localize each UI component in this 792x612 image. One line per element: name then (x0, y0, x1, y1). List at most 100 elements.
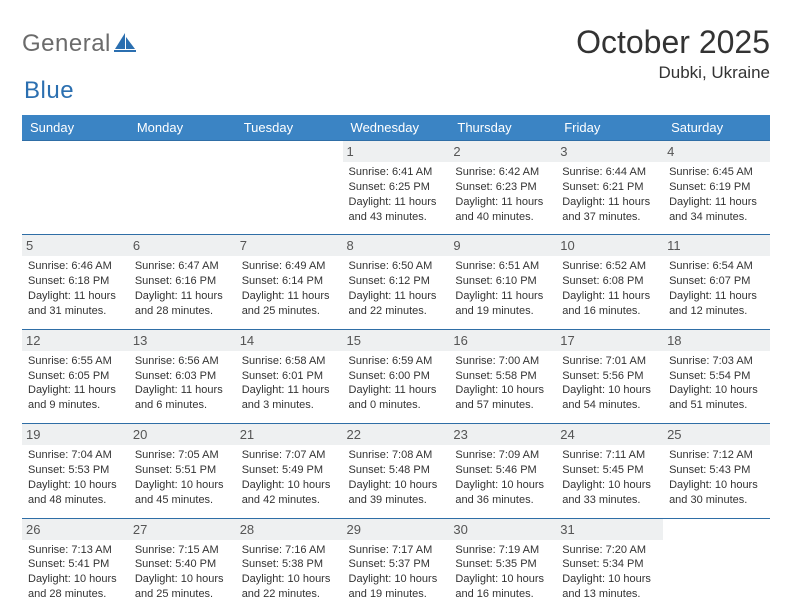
day-cell: 27 Sunrise: 7:15 AMSunset: 5:40 PMDayligh… (129, 518, 236, 612)
day-detail: Sunrise: 6:45 AMSunset: 6:19 PMDaylight:… (669, 165, 764, 224)
logo-text-left: General (22, 30, 111, 58)
day-cell: 29Sunrise: 7:17 AMSunset: 5:37 PMDayligh… (343, 518, 450, 612)
day-cell: 31 Sunrise: 7:20 AMSunset: 5:34 PMDayligh… (556, 518, 663, 612)
day-cell: 10Sunrise: 6:52 AMSunset: 6:08 PMDayligh… (556, 235, 663, 329)
sail-icon (113, 31, 137, 58)
day-cell: 6 Sunrise: 6:47 AMSunset: 6:16 PMDaylight… (129, 235, 236, 329)
logo: General (22, 24, 139, 58)
day-cell (236, 141, 343, 235)
day-detail: Sunrise: 7:11 AMSunset: 5:45 PMDaylight:… (562, 448, 657, 507)
week-row: 19 Sunrise: 7:04 AMSunset: 5:53 PMDayligh… (22, 424, 770, 518)
day-detail: Sunrise: 6:41 AMSunset: 6:25 PMDaylight:… (349, 165, 444, 224)
day-cell (22, 141, 129, 235)
day-header: Friday (556, 115, 663, 141)
day-detail: Sunrise: 6:47 AMSunset: 6:16 PMDaylight:… (135, 259, 230, 318)
day-header: Wednesday (343, 115, 450, 141)
day-cell: 8 Sunrise: 6:50 AMSunset: 6:12 PMDaylight… (343, 235, 450, 329)
day-number: 2 (449, 141, 556, 162)
day-detail: Sunrise: 7:13 AMSunset: 5:41 PMDaylight:… (28, 543, 123, 602)
day-detail: Sunrise: 6:50 AMSunset: 6:12 PMDaylight:… (349, 259, 444, 318)
day-detail: Sunrise: 7:12 AMSunset: 5:43 PMDaylight:… (669, 448, 764, 507)
day-number: 6 (129, 235, 236, 256)
location: Dubki, Ukraine (576, 63, 770, 83)
day-cell: 18 Sunrise: 7:03 AMSunset: 5:54 PMDayligh… (663, 329, 770, 423)
day-cell: 19 Sunrise: 7:04 AMSunset: 5:53 PMDayligh… (22, 424, 129, 518)
day-number: 23 (449, 424, 556, 445)
day-number: 3 (556, 141, 663, 162)
day-detail: Sunrise: 6:58 AMSunset: 6:01 PMDaylight:… (242, 354, 337, 413)
day-header: Sunday (22, 115, 129, 141)
day-cell: 30Sunrise: 7:19 AMSunset: 5:35 PMDayligh… (449, 518, 556, 612)
day-detail: Sunrise: 6:51 AMSunset: 6:10 PMDaylight:… (455, 259, 550, 318)
week-row: 12 Sunrise: 6:55 AMSunset: 6:05 PMDayligh… (22, 329, 770, 423)
calendar-body: 1Sunrise: 6:41 AMSunset: 6:25 PMDaylight… (22, 141, 770, 612)
day-detail: Sunrise: 7:20 AMSunset: 5:34 PMDaylight:… (562, 543, 657, 602)
day-header: Saturday (663, 115, 770, 141)
day-cell: 11 Sunrise: 6:54 AMSunset: 6:07 PMDayligh… (663, 235, 770, 329)
day-detail: Sunrise: 7:03 AMSunset: 5:54 PMDaylight:… (669, 354, 764, 413)
day-number: 17 (556, 330, 663, 351)
day-header: Monday (129, 115, 236, 141)
day-cell: 1Sunrise: 6:41 AMSunset: 6:25 PMDaylight… (343, 141, 450, 235)
day-cell: 25 Sunrise: 7:12 AMSunset: 5:43 PMDayligh… (663, 424, 770, 518)
day-detail: Sunrise: 7:01 AMSunset: 5:56 PMDaylight:… (562, 354, 657, 413)
week-row: 5Sunrise: 6:46 AMSunset: 6:18 PMDaylight… (22, 235, 770, 329)
day-cell: 14Sunrise: 6:58 AMSunset: 6:01 PMDayligh… (236, 329, 343, 423)
day-detail: Sunrise: 6:44 AMSunset: 6:21 PMDaylight:… (562, 165, 657, 224)
day-number: 8 (343, 235, 450, 256)
day-cell: 5Sunrise: 6:46 AMSunset: 6:18 PMDaylight… (22, 235, 129, 329)
day-detail: Sunrise: 7:08 AMSunset: 5:48 PMDaylight:… (349, 448, 444, 507)
day-cell: 3 Sunrise: 6:44 AMSunset: 6:21 PMDaylight… (556, 141, 663, 235)
logo-text-right: Blue (24, 77, 74, 104)
day-detail: Sunrise: 6:55 AMSunset: 6:05 PMDaylight:… (28, 354, 123, 413)
day-cell: 20Sunrise: 7:05 AMSunset: 5:51 PMDayligh… (129, 424, 236, 518)
day-detail: Sunrise: 7:07 AMSunset: 5:49 PMDaylight:… (242, 448, 337, 507)
day-number: 7 (236, 235, 343, 256)
day-cell: 2 Sunrise: 6:42 AMSunset: 6:23 PMDaylight… (449, 141, 556, 235)
day-number: 30 (449, 519, 556, 540)
day-detail: Sunrise: 6:42 AMSunset: 6:23 PMDaylight:… (455, 165, 550, 224)
day-number: 11 (663, 235, 770, 256)
day-cell: 28Sunrise: 7:16 AMSunset: 5:38 PMDayligh… (236, 518, 343, 612)
day-cell: 22Sunrise: 7:08 AMSunset: 5:48 PMDayligh… (343, 424, 450, 518)
day-number: 12 (22, 330, 129, 351)
week-row: 26 Sunrise: 7:13 AMSunset: 5:41 PMDayligh… (22, 518, 770, 612)
day-cell: 16 Sunrise: 7:00 AMSunset: 5:58 PMDayligh… (449, 329, 556, 423)
day-number: 31 (556, 519, 663, 540)
month-title: October 2025 (576, 24, 770, 61)
day-cell: 12 Sunrise: 6:55 AMSunset: 6:05 PMDayligh… (22, 329, 129, 423)
day-detail: Sunrise: 6:46 AMSunset: 6:18 PMDaylight:… (28, 259, 123, 318)
day-cell: 17 Sunrise: 7:01 AMSunset: 5:56 PMDayligh… (556, 329, 663, 423)
day-detail: Sunrise: 6:59 AMSunset: 6:00 PMDaylight:… (349, 354, 444, 413)
day-detail: Sunrise: 7:09 AMSunset: 5:46 PMDaylight:… (455, 448, 550, 507)
day-detail: Sunrise: 7:16 AMSunset: 5:38 PMDaylight:… (242, 543, 337, 602)
day-number: 26 (22, 519, 129, 540)
day-cell: 4Sunrise: 6:45 AMSunset: 6:19 PMDaylight… (663, 141, 770, 235)
week-row: 1Sunrise: 6:41 AMSunset: 6:25 PMDaylight… (22, 141, 770, 235)
calendar-table: Sunday Monday Tuesday Wednesday Thursday… (22, 115, 770, 612)
day-cell (663, 518, 770, 612)
day-detail: Sunrise: 6:49 AMSunset: 6:14 PMDaylight:… (242, 259, 337, 318)
day-detail: Sunrise: 6:54 AMSunset: 6:07 PMDaylight:… (669, 259, 764, 318)
day-cell: 23 Sunrise: 7:09 AMSunset: 5:46 PMDayligh… (449, 424, 556, 518)
day-header: Thursday (449, 115, 556, 141)
day-number: 19 (22, 424, 129, 445)
day-number: 18 (663, 330, 770, 351)
day-detail: Sunrise: 7:15 AMSunset: 5:40 PMDaylight:… (135, 543, 230, 602)
day-number: 21 (236, 424, 343, 445)
day-cell (129, 141, 236, 235)
day-number: 25 (663, 424, 770, 445)
day-number: 16 (449, 330, 556, 351)
day-detail: Sunrise: 7:04 AMSunset: 5:53 PMDaylight:… (28, 448, 123, 507)
day-cell: 9Sunrise: 6:51 AMSunset: 6:10 PMDaylight… (449, 235, 556, 329)
day-number: 29 (343, 519, 450, 540)
day-number: 13 (129, 330, 236, 351)
day-detail: Sunrise: 6:56 AMSunset: 6:03 PMDaylight:… (135, 354, 230, 413)
day-header: Tuesday (236, 115, 343, 141)
day-detail: Sunrise: 7:00 AMSunset: 5:58 PMDaylight:… (455, 354, 550, 413)
day-cell: 21 Sunrise: 7:07 AMSunset: 5:49 PMDayligh… (236, 424, 343, 518)
day-number: 27 (129, 519, 236, 540)
day-number: 24 (556, 424, 663, 445)
title-block: October 2025 Dubki, Ukraine (576, 24, 770, 83)
day-number: 10 (556, 235, 663, 256)
